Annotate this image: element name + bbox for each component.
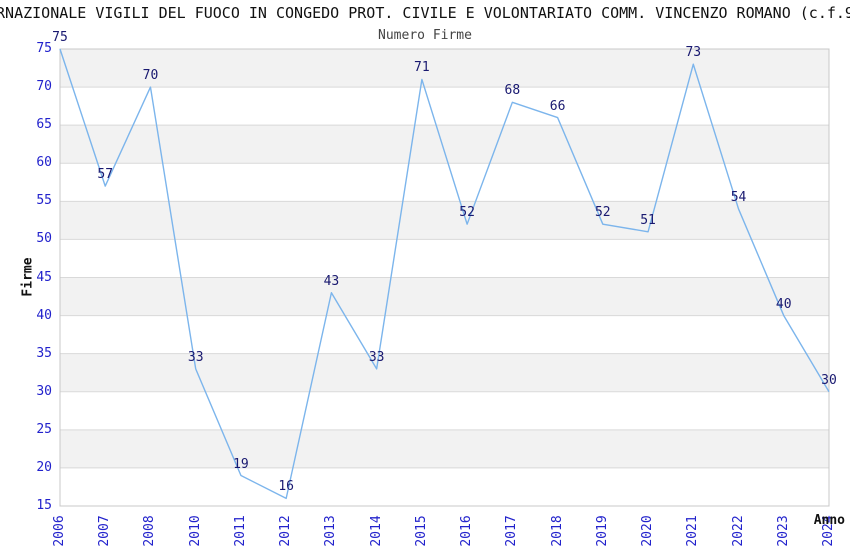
plot-band xyxy=(60,201,829,240)
plot-border xyxy=(59,48,830,507)
y-tick-label: 55 xyxy=(36,193,52,209)
y-tick-label: 60 xyxy=(36,155,52,171)
chart-title: RNAZIONALE VIGILI DEL FUOCO IN CONGEDO P… xyxy=(0,4,850,22)
y-tick-label: 25 xyxy=(36,421,52,437)
data-label: 52 xyxy=(594,205,611,221)
plot-band xyxy=(60,429,829,468)
data-label: 43 xyxy=(323,273,340,289)
x-tick-label: 2015 xyxy=(413,515,429,547)
x-tick-label: 2017 xyxy=(504,515,520,547)
series-line xyxy=(59,48,830,500)
data-label: 33 xyxy=(368,349,385,365)
data-label: 66 xyxy=(549,98,566,114)
x-tick-label: 2010 xyxy=(187,515,203,547)
data-label: 30 xyxy=(821,372,837,388)
data-label: 54 xyxy=(730,189,747,205)
data-label: 70 xyxy=(142,68,159,84)
y-tick-label: 75 xyxy=(36,41,52,56)
x-tick-label: 2020 xyxy=(640,515,656,547)
x-tick-label: 2006 xyxy=(52,515,67,547)
data-label: 33 xyxy=(187,349,204,365)
x-tick-label: 2022 xyxy=(730,515,746,547)
plot-band xyxy=(60,125,829,164)
data-label: 71 xyxy=(414,60,430,76)
data-label: 19 xyxy=(233,456,249,472)
y-tick-label: 35 xyxy=(36,345,52,361)
x-tick-label: 2023 xyxy=(775,515,791,547)
chart-subtitle: Numero Firme xyxy=(378,28,472,43)
x-tick-label: 2016 xyxy=(459,515,475,547)
data-label: 40 xyxy=(775,296,792,312)
y-tick-label: 20 xyxy=(36,459,52,475)
y-tick-label: 45 xyxy=(36,269,52,285)
data-label: 73 xyxy=(685,45,702,61)
y-tick-label: 30 xyxy=(36,383,52,399)
y-tick-label: 50 xyxy=(36,231,52,247)
plot-band xyxy=(60,49,829,88)
plot-band xyxy=(60,277,829,316)
x-tick-label: 2007 xyxy=(97,515,113,547)
y-tick-label: 15 xyxy=(36,498,52,513)
data-label: 57 xyxy=(97,167,114,183)
x-tick-label: 2012 xyxy=(278,515,294,547)
plot-band xyxy=(60,353,829,392)
y-tick-label: 65 xyxy=(36,117,52,133)
y-tick-label: 40 xyxy=(36,307,52,323)
data-label: 51 xyxy=(640,212,656,228)
data-label: 75 xyxy=(52,30,68,45)
y-tick-label: 70 xyxy=(36,79,52,95)
x-axis-title: Anno xyxy=(813,513,845,528)
data-label: 16 xyxy=(278,479,294,495)
data-label: 52 xyxy=(459,205,475,221)
x-tick-label: 2021 xyxy=(685,515,701,547)
data-label: 68 xyxy=(504,83,521,99)
x-tick-label: 2019 xyxy=(594,515,610,547)
x-tick-label: 2014 xyxy=(368,515,384,547)
x-tick-label: 2018 xyxy=(549,515,565,547)
x-tick-label: 2008 xyxy=(142,515,158,547)
x-tick-label: 2011 xyxy=(232,515,248,547)
x-tick-label: 2013 xyxy=(323,515,339,547)
